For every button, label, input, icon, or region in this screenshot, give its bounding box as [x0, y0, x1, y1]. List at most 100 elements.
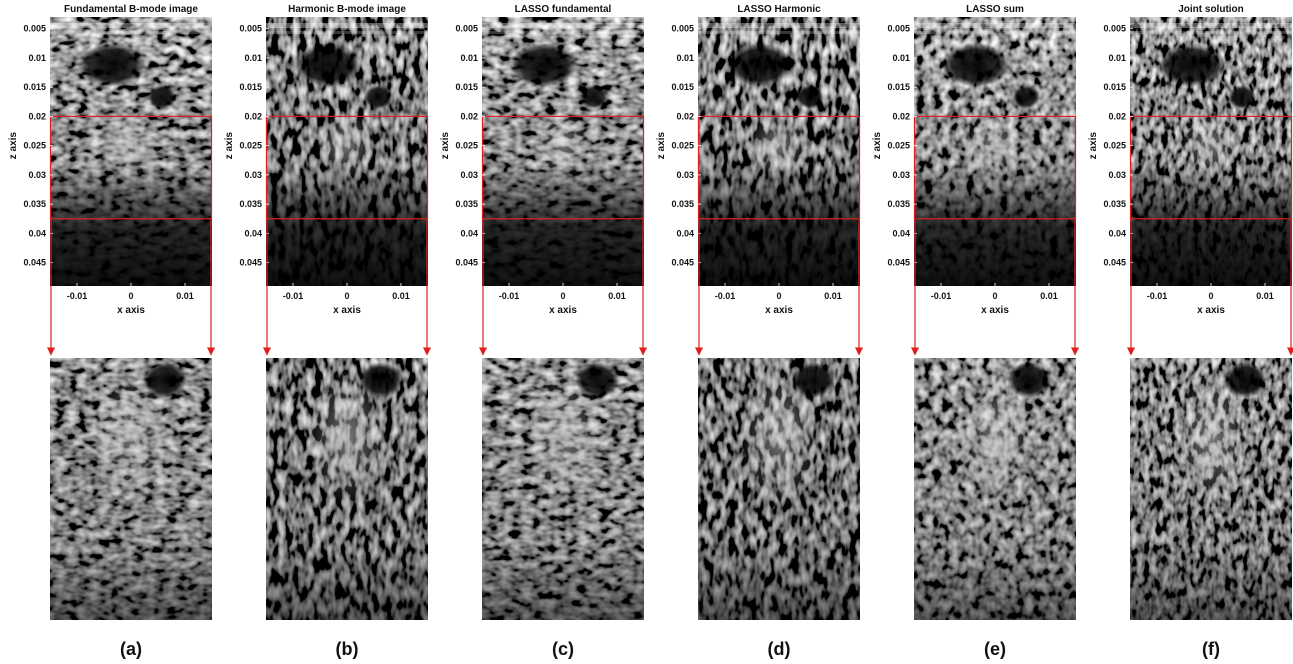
panel-caption: (a)	[120, 639, 142, 659]
z-axis-label: z axis	[656, 132, 667, 160]
bmode-image	[914, 17, 1076, 286]
x-axis-label: x axis	[765, 305, 793, 316]
z-tick-label: 0.035	[887, 199, 910, 209]
z-tick-label: 0.01	[676, 53, 694, 63]
z-tick-label: 0.025	[23, 141, 46, 151]
panel-d: LASSO Harmonic0.0050.010.0150.020.0250.0…	[656, 4, 864, 659]
panel-title: Fundamental B-mode image	[64, 4, 198, 15]
z-tick-label: 0.025	[455, 141, 478, 151]
roi-box	[913, 115, 1077, 220]
panel-caption: (c)	[552, 639, 574, 659]
z-tick-label: 0.025	[887, 141, 910, 151]
panel-b: Harmonic B-mode image0.0050.010.0150.020…	[224, 4, 432, 659]
x-axis-label: x axis	[117, 305, 145, 316]
bmode-image	[698, 17, 860, 286]
x-tick-label: -0.01	[499, 291, 520, 301]
z-axis-label: z axis	[8, 132, 19, 160]
x-tick-label: -0.01	[67, 291, 88, 301]
roi-box	[697, 115, 861, 220]
z-tick-label: 0.045	[887, 258, 910, 268]
roi-box	[481, 115, 645, 220]
z-ticks: 0.005 0.01 0.015 0.02 0.025 0.03 0.035 0.04 0.04…	[671, 24, 701, 268]
z-tick-label: 0.01	[244, 53, 262, 63]
z-axis-label: z axis	[224, 132, 235, 160]
z-tick-label: 0.015	[455, 82, 478, 92]
z-tick-label: 0.005	[455, 24, 478, 34]
x-axis-label: x axis	[549, 305, 577, 316]
panel-a: Fundamental B-mode image 0.005 0.01 0.015 0.…	[8, 4, 216, 659]
z-tick-label: 0.03	[244, 170, 262, 180]
bmode-image	[50, 17, 212, 286]
panel-caption: (d)	[768, 639, 791, 659]
z-tick-label: 0.02	[676, 111, 694, 121]
panel-c: LASSO fundamental 0.005 0.01 0.015 0.02 0.025…	[440, 4, 648, 659]
x-tick-label: 0	[992, 291, 997, 301]
x-ticks: -0.01 0 0.01	[283, 283, 410, 301]
x-ticks: -0.01 0 0.01	[1147, 283, 1274, 301]
x-tick-label: 0	[344, 291, 349, 301]
z-tick-label: 0.04	[28, 228, 46, 238]
z-tick-label: 0.04	[892, 228, 910, 238]
x-tick-label: 0.01	[176, 291, 194, 301]
x-ticks: -0.01 0 0.01	[931, 283, 1058, 301]
panel-caption: (f)	[1202, 639, 1220, 659]
z-tick-label: 0.035	[671, 199, 694, 209]
z-axis-label: z axis	[872, 132, 883, 160]
z-tick-label: 0.015	[671, 82, 694, 92]
roi-box	[49, 115, 213, 220]
x-tick-label: -0.01	[715, 291, 736, 301]
x-tick-label: 0.01	[1040, 291, 1058, 301]
z-tick-label: 0.01	[892, 53, 910, 63]
z-tick-label: 0.015	[23, 82, 46, 92]
x-axis-label: x axis	[981, 305, 1009, 316]
x-tick-label: 0	[560, 291, 565, 301]
z-tick-label: 0.045	[455, 258, 478, 268]
x-tick-label: -0.01	[283, 291, 304, 301]
bmode-image	[482, 17, 644, 286]
z-tick-label: 0.04	[1108, 228, 1126, 238]
z-tick-label: 0.035	[455, 199, 478, 209]
z-tick-label: 0.035	[23, 199, 46, 209]
zoomed-roi-image	[914, 358, 1076, 620]
z-ticks: 0.005 0.01 0.015 0.02 0.025 0.03 0.035 0.04 0.04…	[887, 24, 917, 268]
z-tick-label: 0.045	[1103, 258, 1126, 268]
z-tick-label: 0.005	[23, 24, 46, 34]
z-tick-label: 0.015	[239, 82, 262, 92]
panel-title: Harmonic B-mode image	[288, 4, 406, 15]
z-tick-label: 0.045	[671, 258, 694, 268]
x-tick-label: 0	[128, 291, 133, 301]
panel-title: LASSO Harmonic	[737, 4, 821, 15]
x-ticks: -0.01 0 0.01	[67, 283, 194, 301]
z-tick-label: 0.03	[1108, 170, 1126, 180]
x-tick-label: -0.01	[1147, 291, 1168, 301]
z-tick-label: 0.005	[1103, 24, 1126, 34]
zoomed-roi-image	[266, 358, 428, 620]
x-tick-label: 0	[1208, 291, 1213, 301]
z-tick-label: 0.01	[460, 53, 478, 63]
z-tick-label: 0.035	[239, 199, 262, 209]
zoomed-roi-image	[482, 358, 644, 620]
z-tick-label: 0.005	[239, 24, 262, 34]
x-tick-label: 0.01	[824, 291, 842, 301]
z-tick-label: 0.02	[892, 111, 910, 121]
z-tick-label: 0.045	[23, 258, 46, 268]
panel-caption: (e)	[984, 639, 1006, 659]
z-tick-label: 0.005	[887, 24, 910, 34]
zoomed-roi-image	[698, 358, 860, 620]
panel-title: LASSO sum	[966, 4, 1024, 15]
x-ticks: -0.01 0 0.01	[715, 283, 842, 301]
z-tick-label: 0.02	[1108, 111, 1126, 121]
z-ticks: 0.005 0.01 0.015 0.02 0.025 0.03 0.035 0.04 0.04…	[1103, 24, 1133, 268]
z-tick-label: 0.03	[676, 170, 694, 180]
panel-e: LASSO sum 0.005 0.01 0.015 0.02 0.025 0.03 0.03…	[872, 4, 1080, 659]
x-axis-label: x axis	[333, 305, 361, 316]
x-tick-label: 0.01	[1256, 291, 1274, 301]
z-tick-label: 0.04	[676, 228, 694, 238]
z-tick-label: 0.045	[239, 258, 262, 268]
z-tick-label: 0.015	[1103, 82, 1126, 92]
z-tick-label: 0.02	[28, 111, 46, 121]
zoomed-roi-image	[50, 358, 212, 620]
x-axis-label: x axis	[1197, 305, 1225, 316]
z-tick-label: 0.01	[1108, 53, 1126, 63]
